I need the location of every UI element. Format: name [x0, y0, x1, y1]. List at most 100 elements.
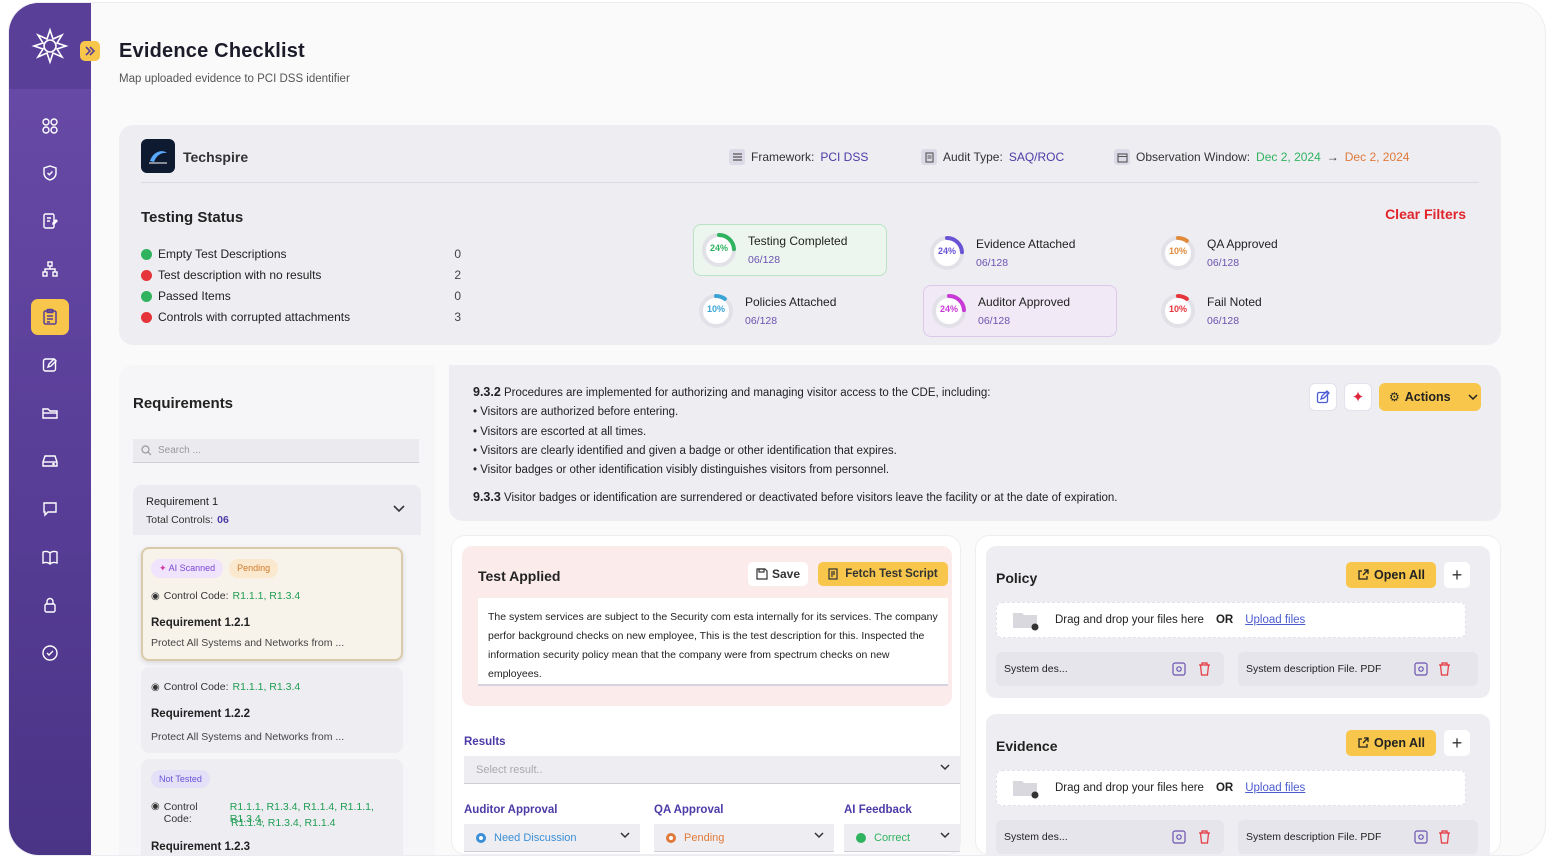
requirement-text: 9.3.2 Procedures are implemented for aut… [473, 383, 1117, 509]
upload-files-link[interactable]: Upload files [1245, 782, 1306, 794]
nav-organization[interactable] [9, 251, 91, 287]
nav-security[interactable] [9, 155, 91, 191]
chevron-down-icon [814, 832, 824, 839]
nav-access[interactable] [9, 587, 91, 623]
test-description-textarea[interactable]: The system services are subject to the S… [478, 598, 948, 686]
save-button[interactable]: Save [748, 562, 808, 586]
file-item[interactable]: System des... [996, 820, 1224, 854]
stat-label: Fail Noted [1207, 295, 1262, 309]
stat-label: Evidence Attached [976, 237, 1076, 251]
requirements-title: Requirements [133, 395, 234, 412]
check-circle-icon [42, 645, 58, 661]
sidebar-collapse-toggle[interactable] [80, 41, 100, 61]
ai-assist-button[interactable]: ✦ [1344, 383, 1372, 411]
file-item[interactable]: System description File. PDF [1238, 820, 1478, 854]
ring-progress [932, 294, 966, 328]
status-count: 0 [454, 289, 461, 303]
folder-icon [42, 408, 58, 419]
policy-open-all-button[interactable]: Open All [1346, 562, 1436, 588]
progress-ring: 10% [697, 292, 735, 330]
page-subtitle: Map uploaded evidence to PCI DSS identif… [119, 73, 350, 85]
trash-icon[interactable] [1198, 662, 1211, 679]
status-label: Passed Items [158, 289, 231, 303]
requirement-description: Protect All Systems and Networks from ..… [151, 637, 345, 649]
policy-dropzone[interactable]: Drag and drop your files here OR Upload fi… [996, 602, 1466, 638]
ai-feedback-select[interactable]: Correct [844, 824, 960, 852]
chevron-down-icon [393, 505, 405, 513]
company-logo-icon [149, 151, 167, 164]
status-count: 0 [454, 247, 461, 261]
status-label: Controls with corrupted attachments [158, 310, 351, 324]
status-row-no-results[interactable]: Test description with no results 2 [141, 268, 461, 282]
status-dot [476, 832, 486, 843]
app-logo[interactable] [9, 3, 91, 89]
stat-auditor-approved[interactable]: 24% Auditor Approved 06/128 [923, 285, 1117, 337]
nav-files[interactable] [9, 395, 91, 431]
stat-policies-attached[interactable]: 10% Policies Attached 06/128 [691, 285, 885, 337]
nav-messages[interactable] [9, 491, 91, 527]
nav-notes[interactable] [9, 347, 91, 383]
requirement-card[interactable]: ✦ AI Scanned Pending ◉ Control Code: R1.1.… [141, 547, 403, 661]
file-item[interactable]: System description File. PDF [1238, 652, 1478, 686]
requirement-id: 9.3.3 [473, 490, 501, 505]
arrow-right-icon: → [1326, 150, 1339, 164]
control-codes: R1.1.1, R1.3.4 [232, 681, 301, 693]
sparkle-icon: ✦ [1351, 389, 1365, 406]
status-row-corrupted[interactable]: Controls with corrupted attachments 3 [141, 310, 461, 324]
framework-label: Framework: [751, 150, 815, 164]
sidebar [9, 3, 91, 855]
nav-compliance[interactable] [9, 635, 91, 671]
drop-text: Drag and drop your files here [1055, 782, 1204, 794]
stat-percent: 10% [1168, 246, 1187, 256]
stat-testing-completed[interactable]: 24% Testing Completed 06/128 [693, 224, 887, 276]
document-edit-icon [43, 213, 58, 229]
view-icon[interactable] [1414, 662, 1428, 679]
nav-dashboard[interactable] [9, 108, 91, 144]
status-dot [141, 290, 152, 302]
checklist-icon [43, 308, 57, 325]
status-row-passed[interactable]: Passed Items 0 [141, 289, 461, 303]
qa-approval-select[interactable]: Pending [654, 824, 834, 852]
requirement-group-header[interactable]: Requirement 1 Total Controls: 06 [133, 485, 421, 535]
search-icon [141, 445, 152, 456]
results-select[interactable]: Select result.. [464, 756, 960, 784]
evidence-section: Evidence Open All + Drag and drop your f… [986, 714, 1490, 855]
trash-icon[interactable] [1438, 662, 1451, 679]
policy-add-button[interactable]: + [1444, 562, 1470, 588]
requirement-card[interactable]: Not Tested ◉ Control Code: R1.1.1, R1.3.4,… [141, 759, 403, 855]
requirement-card[interactable]: ◉ Control Code: R1.1.1, R1.3.4 Requirement… [141, 667, 403, 753]
nav-library[interactable] [9, 539, 91, 575]
evidence-dropzone[interactable]: Drag and drop your files here OR Upload fi… [996, 770, 1466, 806]
audit-document-icon [921, 149, 937, 165]
stat-evidence-attached[interactable]: 24% Evidence Attached 06/128 [922, 227, 1116, 279]
stat-count: 06/128 [1207, 257, 1240, 269]
search-input[interactable]: Search ... [133, 439, 419, 463]
upload-files-link[interactable]: Upload files [1245, 614, 1306, 626]
view-icon[interactable] [1172, 830, 1186, 847]
status-row-empty-descriptions[interactable]: Empty Test Descriptions 0 [141, 247, 461, 261]
nav-evidence-checklist[interactable] [9, 299, 91, 335]
stat-qa-approved[interactable]: 10% QA Approved 06/128 [1153, 227, 1347, 279]
edit-button[interactable] [1309, 383, 1337, 411]
clear-filters-link[interactable]: Clear Filters [1385, 206, 1466, 222]
stat-label: Testing Completed [748, 234, 848, 248]
test-text-line: information security policy mean that th… [488, 649, 890, 680]
folder-upload-icon [1013, 613, 1039, 631]
stat-count: 06/128 [745, 315, 778, 327]
nav-storage[interactable] [9, 443, 91, 479]
file-item[interactable]: System des... [996, 652, 1224, 686]
trash-icon[interactable] [1438, 830, 1451, 847]
evidence-open-all-button[interactable]: Open All [1346, 730, 1436, 756]
auditor-approval-select[interactable]: Need Discussion [464, 824, 640, 852]
actions-dropdown[interactable]: ⚙ Actions [1379, 383, 1481, 411]
control-codes: R1.1.1, R1.3.4 [232, 590, 301, 602]
stat-fail-noted[interactable]: 10% Fail Noted 06/128 [1153, 285, 1347, 337]
nav-documents[interactable] [9, 203, 91, 239]
status-dot [856, 832, 866, 843]
view-icon[interactable] [1172, 662, 1186, 679]
view-icon[interactable] [1414, 830, 1428, 847]
trash-icon[interactable] [1198, 830, 1211, 847]
evidence-add-button[interactable]: + [1444, 730, 1470, 756]
qa-approval-value: Pending [684, 831, 725, 844]
fetch-test-script-button[interactable]: Fetch Test Script [818, 562, 948, 586]
